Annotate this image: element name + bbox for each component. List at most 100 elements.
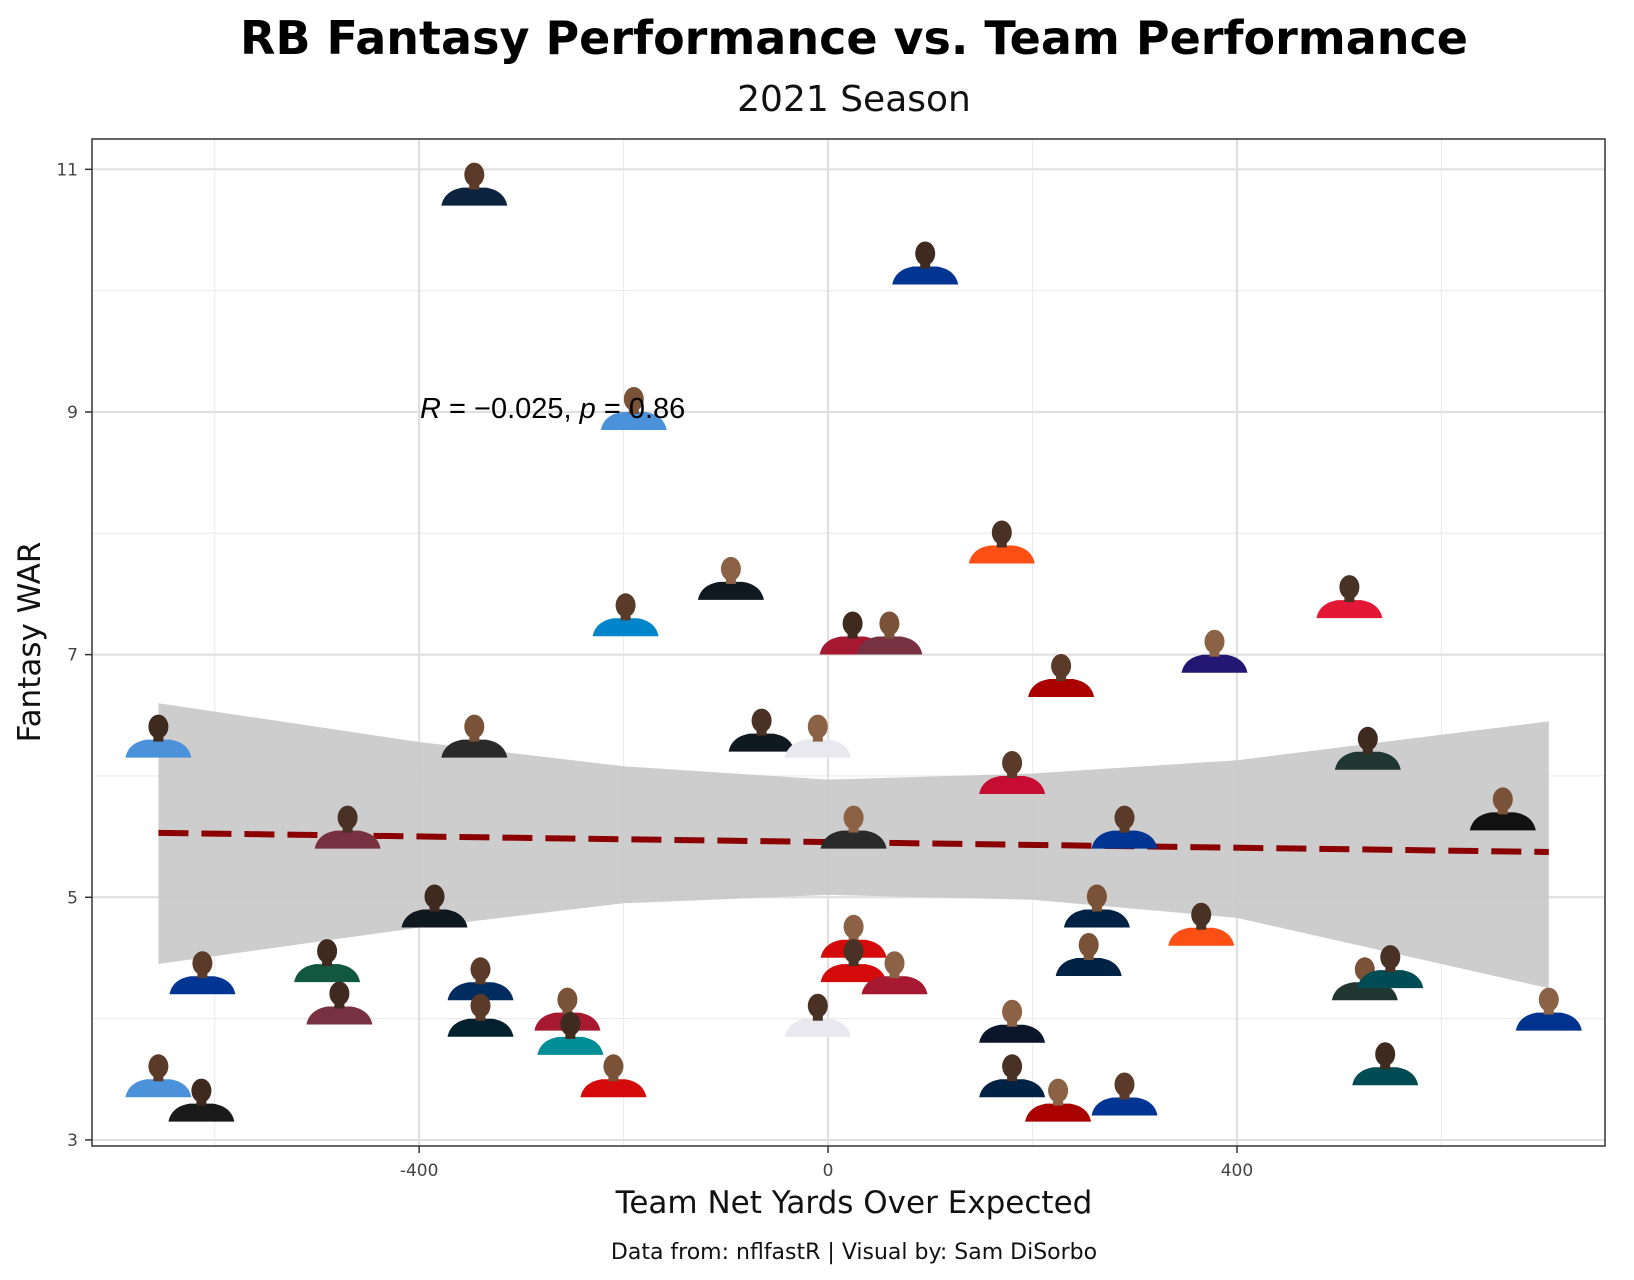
player-head [1375, 1042, 1396, 1067]
player-point [600, 387, 667, 430]
x-tick-label: 0 [823, 1161, 834, 1181]
player-jersey [447, 982, 514, 1001]
player-head [751, 708, 772, 733]
player-jersey [728, 733, 795, 752]
y-tick-label: 7 [67, 646, 78, 666]
player-head [1538, 987, 1559, 1012]
player-point [861, 951, 928, 995]
player-head [843, 939, 864, 964]
player-jersey [125, 1079, 192, 1098]
player-point [820, 805, 887, 849]
player-point [168, 1078, 235, 1122]
player-point [441, 714, 508, 758]
player-head [807, 993, 828, 1018]
player-point [856, 611, 923, 655]
player-jersey [441, 187, 508, 206]
player-jersey [861, 976, 928, 995]
player-jersey [441, 739, 508, 758]
player-head [884, 951, 905, 976]
player-point [784, 993, 851, 1037]
player-point [820, 939, 887, 983]
player-point [979, 1054, 1046, 1098]
player-jersey [820, 964, 887, 983]
player-head [720, 556, 741, 581]
player-point [1334, 726, 1401, 770]
player-jersey [580, 1079, 647, 1098]
r-value: = −0.025, [441, 393, 580, 425]
player-jersey [1316, 600, 1383, 619]
player-jersey [168, 1103, 235, 1122]
player-head [470, 993, 491, 1018]
player-head [807, 714, 828, 739]
player-head [1048, 1078, 1069, 1103]
y-tick-label: 5 [67, 888, 78, 908]
panel-border [91, 138, 1606, 1147]
player-jersey [1168, 927, 1235, 946]
player-jersey [784, 1018, 851, 1037]
player-head [1051, 654, 1072, 678]
player-head [915, 241, 936, 266]
player-head [1114, 805, 1135, 830]
player-head [1114, 1072, 1135, 1097]
player-jersey [1055, 958, 1122, 976]
player-head [623, 387, 644, 411]
player-point [1357, 945, 1424, 989]
data-points [125, 162, 1582, 1122]
player-jersey [1091, 1097, 1158, 1116]
player-point [1181, 629, 1248, 673]
player-head [1339, 575, 1360, 600]
player-head [148, 1054, 169, 1079]
player-head [1002, 999, 1023, 1024]
player-point [1091, 805, 1158, 849]
y-tick-label: 3 [67, 1131, 78, 1151]
player-jersey [537, 1036, 604, 1055]
chart-subtitle: 2021 Season [737, 79, 971, 120]
player-head [191, 1078, 212, 1103]
player-jersey [1357, 970, 1424, 989]
player-head [337, 805, 358, 830]
player-head [1002, 1054, 1023, 1079]
player-head [329, 981, 350, 1006]
x-axis-title: Team Net Yards Over Expected [615, 1185, 1093, 1221]
player-head [843, 914, 864, 939]
player-point [294, 939, 361, 983]
y-axis-title: Fantasy WAR [12, 542, 48, 743]
x-tick-label: -400 [400, 1161, 439, 1181]
p-value: = 0.86 [596, 393, 686, 425]
player-jersey [968, 545, 1035, 564]
player-jersey [892, 266, 959, 285]
player-jersey [979, 1024, 1046, 1043]
player-jersey [1028, 679, 1095, 697]
player-point [401, 884, 468, 928]
player-point [306, 981, 373, 1025]
player-jersey [1181, 654, 1248, 673]
player-point [1091, 1072, 1158, 1116]
player-point [892, 241, 959, 285]
player-jersey [447, 1018, 514, 1037]
player-point [314, 805, 381, 849]
player-point [537, 1011, 604, 1055]
player-jersey [314, 830, 381, 849]
player-head [424, 884, 445, 909]
player-point [125, 714, 192, 758]
player-point [1063, 884, 1130, 928]
player-jersey [1025, 1103, 1092, 1122]
player-jersey [1515, 1012, 1582, 1031]
y-tick-label: 11 [56, 160, 78, 180]
correlation-annotation: R = −0.025, p = 0.86 [420, 393, 685, 425]
player-head [1086, 884, 1107, 909]
player-point [979, 999, 1046, 1043]
player-jersey [169, 976, 236, 995]
player-point [979, 751, 1046, 794]
player-jersey [592, 618, 659, 637]
player-point [728, 708, 795, 752]
player-point [697, 556, 764, 600]
player-point [1469, 787, 1536, 831]
player-point [1515, 987, 1582, 1031]
player-jersey [306, 1006, 373, 1025]
y-axis: 3 5 7 9 11 [56, 160, 92, 1151]
player-head [148, 714, 169, 739]
player-head [464, 714, 485, 739]
